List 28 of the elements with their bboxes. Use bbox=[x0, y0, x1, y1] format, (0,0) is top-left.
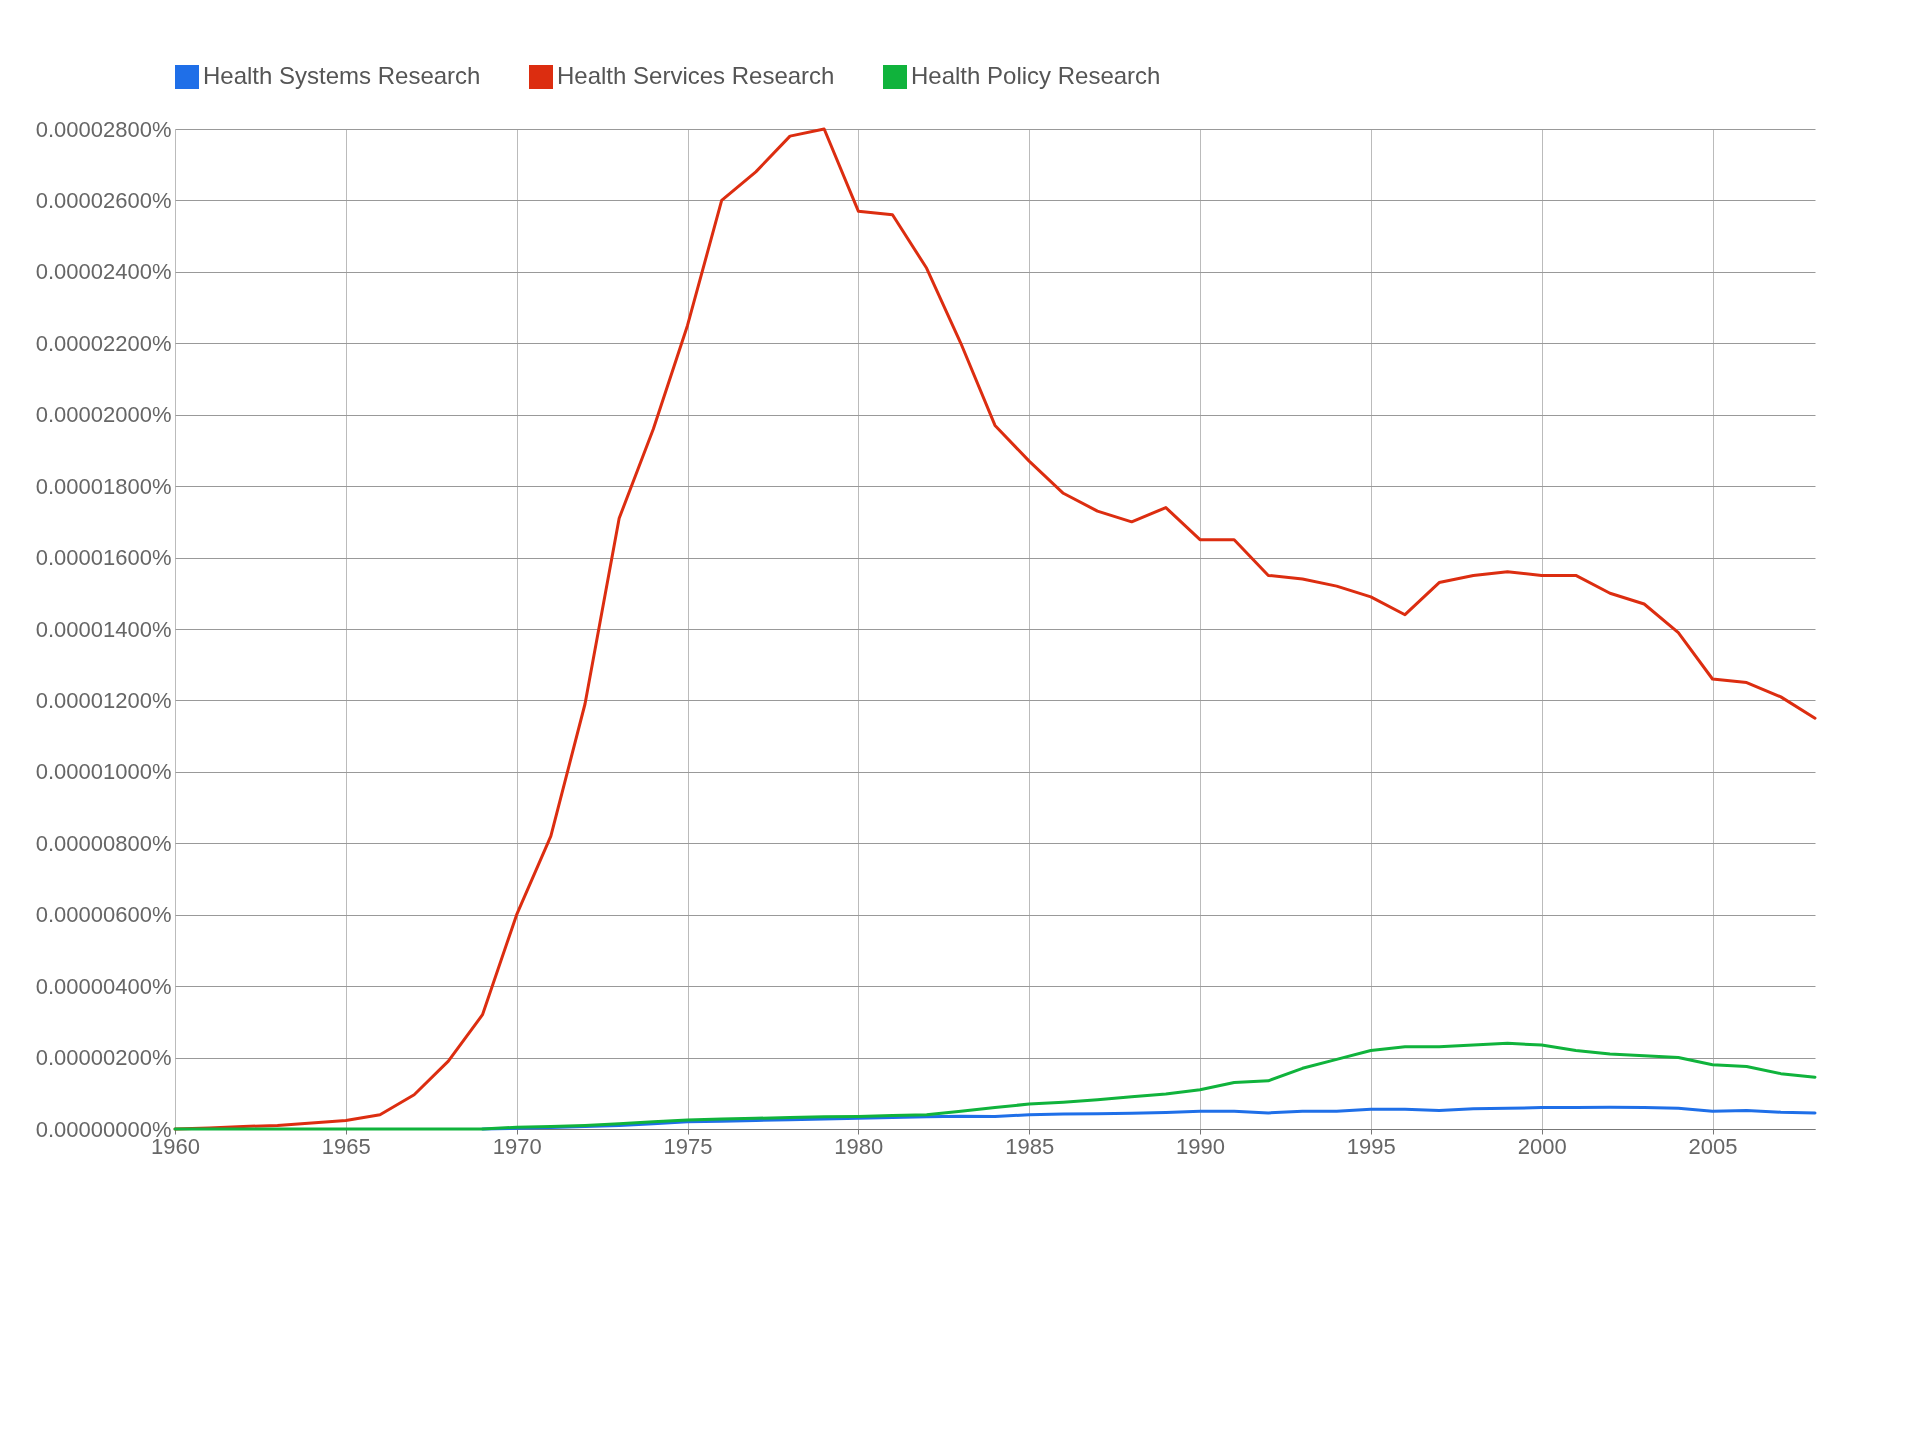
y-tick-label: 0.00001200% bbox=[35, 687, 172, 713]
legend-label: Health Services Research bbox=[557, 62, 835, 89]
x-tick-label: 1980 bbox=[834, 1133, 884, 1159]
line-series bbox=[173, 1041, 1817, 1131]
y-tick-label: 0.00001600% bbox=[35, 545, 172, 571]
y-tick-label: 0.00001800% bbox=[35, 473, 172, 499]
y-tick-label: 0.00002600% bbox=[35, 187, 172, 213]
x-tick-label: 1985 bbox=[1005, 1133, 1055, 1159]
x-tick-label: 1965 bbox=[321, 1133, 371, 1159]
x-tick-label: 2000 bbox=[1517, 1133, 1567, 1159]
y-tick-label: 0.00002800% bbox=[35, 116, 172, 142]
y-tick-label: 0.00000400% bbox=[35, 973, 172, 999]
y-tick-label: 0.00000800% bbox=[35, 830, 172, 856]
x-tick-label: 1990 bbox=[1176, 1133, 1225, 1159]
y-tick-label: 0.00000600% bbox=[35, 902, 172, 928]
x-tick-label: 1995 bbox=[1346, 1133, 1396, 1159]
y-tick-label: 0.00001400% bbox=[35, 616, 172, 642]
y-tick-label: 0.00001000% bbox=[35, 759, 172, 785]
y-tick-label: 0.00000200% bbox=[35, 1045, 172, 1071]
line-series bbox=[173, 127, 1817, 1131]
y-tick-label: 0.00002400% bbox=[35, 259, 172, 285]
y-tick-label: 0.00002000% bbox=[35, 402, 172, 428]
legend-label: Health Systems Research bbox=[203, 62, 481, 89]
x-tick-label: 1970 bbox=[492, 1133, 542, 1159]
x-tick-label: 1975 bbox=[663, 1133, 713, 1159]
y-tick-label: 0.00002200% bbox=[35, 330, 172, 356]
legend-label: Health Policy Research bbox=[911, 62, 1161, 89]
x-tick-label: 2005 bbox=[1688, 1133, 1738, 1159]
